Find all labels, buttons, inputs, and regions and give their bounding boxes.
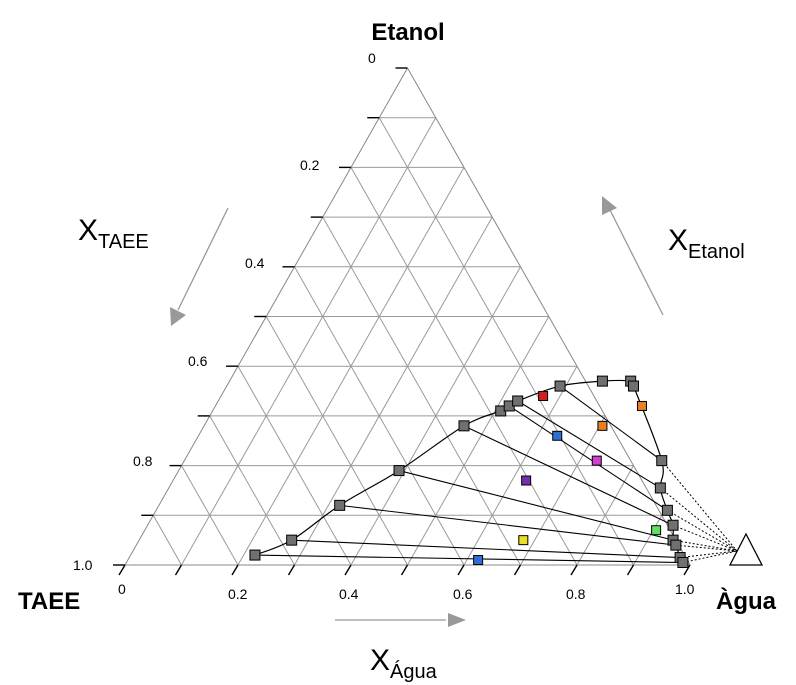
tick-label-agua-10: 1.0 — [675, 581, 695, 597]
binodal-point — [661, 504, 673, 516]
tick-mark-bottom — [231, 564, 239, 576]
arrow-taee-direction — [170, 207, 229, 326]
vertex-label-etanol: Etanol — [371, 19, 444, 46]
tick-label-taee-04: 0.4 — [245, 255, 265, 271]
tick-label-agua-06: 0.6 — [453, 586, 473, 602]
binodal-point — [458, 420, 470, 432]
feed-point — [538, 391, 549, 402]
dotted-extension-line — [672, 539, 738, 552]
grid-line-taee — [378, 117, 634, 566]
vertex-label-taee: TAEE — [18, 588, 80, 615]
tick-marks — [113, 67, 691, 576]
dotted-extension-line — [667, 509, 738, 552]
grid-line-water — [633, 515, 663, 566]
dotted-extension-line — [660, 487, 738, 552]
grid-line-taee — [181, 465, 239, 566]
feed-point — [636, 400, 647, 411]
tie-line — [398, 470, 674, 541]
tie-line — [508, 405, 668, 511]
feed-point — [552, 430, 563, 441]
grid-line-water — [463, 365, 578, 566]
axis-label-etanol: XEtanol — [668, 224, 745, 263]
tick-mark-bottom — [626, 564, 635, 576]
feed-point — [521, 475, 532, 486]
axis-label-agua: XÁgua — [370, 644, 438, 683]
tick-label-taee-0: 0 — [368, 50, 376, 66]
dotted-extensions — [660, 460, 738, 564]
tie-lines — [254, 385, 683, 564]
tick-label-taee-08: 0.8 — [133, 453, 153, 469]
tick-label-taee-06: 0.6 — [188, 353, 208, 369]
tie-line — [291, 539, 681, 559]
dotted-extension-line — [682, 550, 738, 564]
feed-point — [651, 525, 662, 536]
vertex-label-agua: Àgua — [716, 587, 777, 615]
binodal-point — [286, 534, 298, 546]
tick-mark-bottom — [457, 564, 465, 576]
binodal-point — [656, 455, 668, 467]
binodal-point — [393, 465, 405, 477]
binodal-point — [670, 539, 682, 551]
tick-mark-bottom — [174, 564, 183, 576]
feed-point — [473, 555, 484, 566]
tick-label-taee-10: 1.0 — [73, 557, 93, 573]
feed-point — [597, 420, 608, 431]
tie-line — [517, 400, 661, 489]
binodal-point — [249, 549, 261, 561]
tie-line — [254, 554, 683, 564]
dotted-extension-line — [680, 550, 738, 559]
tie-line — [463, 425, 674, 526]
dotted-extension-line — [672, 524, 738, 552]
grid-line-taee — [209, 415, 295, 566]
grid-line-water — [181, 117, 437, 566]
tick-mark-bottom — [683, 564, 691, 576]
grid-line-taee — [237, 365, 352, 566]
tick-label-agua-08: 0.8 — [566, 586, 586, 602]
arrow-agua-direction — [335, 613, 466, 627]
tick-label-agua-02: 0.2 — [228, 586, 248, 602]
tie-line — [559, 385, 663, 462]
binodal-point — [512, 395, 524, 407]
tick-mark-bottom — [287, 564, 296, 576]
tick-label-agua-04: 0.4 — [339, 586, 359, 602]
grid-line-taee — [152, 515, 182, 566]
tick-label-agua-0: 0 — [118, 581, 126, 597]
grid-line-water — [294, 216, 493, 566]
binodal-path — [254, 378, 684, 563]
grid-line-taee — [265, 316, 408, 566]
binodal-point — [554, 380, 566, 392]
water-vertex-marker — [728, 532, 764, 566]
grid-line-water — [520, 415, 606, 566]
binodal-point — [596, 375, 608, 387]
tick-mark-bottom — [570, 564, 578, 576]
dotted-extension-line — [661, 460, 738, 552]
tick-mark-bottom — [118, 564, 126, 576]
tick-mark-bottom — [400, 564, 409, 576]
binodal-point — [628, 380, 639, 392]
grid-line-water — [407, 316, 550, 566]
feed-point — [591, 455, 602, 466]
edge-right — [407, 67, 691, 566]
arrow-etanol-direction — [602, 196, 664, 316]
binodal-point — [654, 482, 666, 494]
tick-mark-bottom — [344, 564, 352, 576]
grid-line-taee — [322, 216, 521, 566]
binodal-curve — [254, 378, 684, 563]
feed-point — [518, 535, 529, 546]
grid-lines — [152, 117, 663, 566]
binodal-point — [334, 499, 346, 511]
tie-line — [339, 504, 676, 546]
binodal-point — [667, 519, 679, 531]
binodal-point — [677, 557, 689, 569]
axis-label-taee: XTAEE — [78, 214, 149, 253]
tick-label-taee-02: 0.2 — [300, 157, 320, 173]
data-points — [249, 375, 689, 569]
tick-mark-bottom — [513, 564, 522, 576]
